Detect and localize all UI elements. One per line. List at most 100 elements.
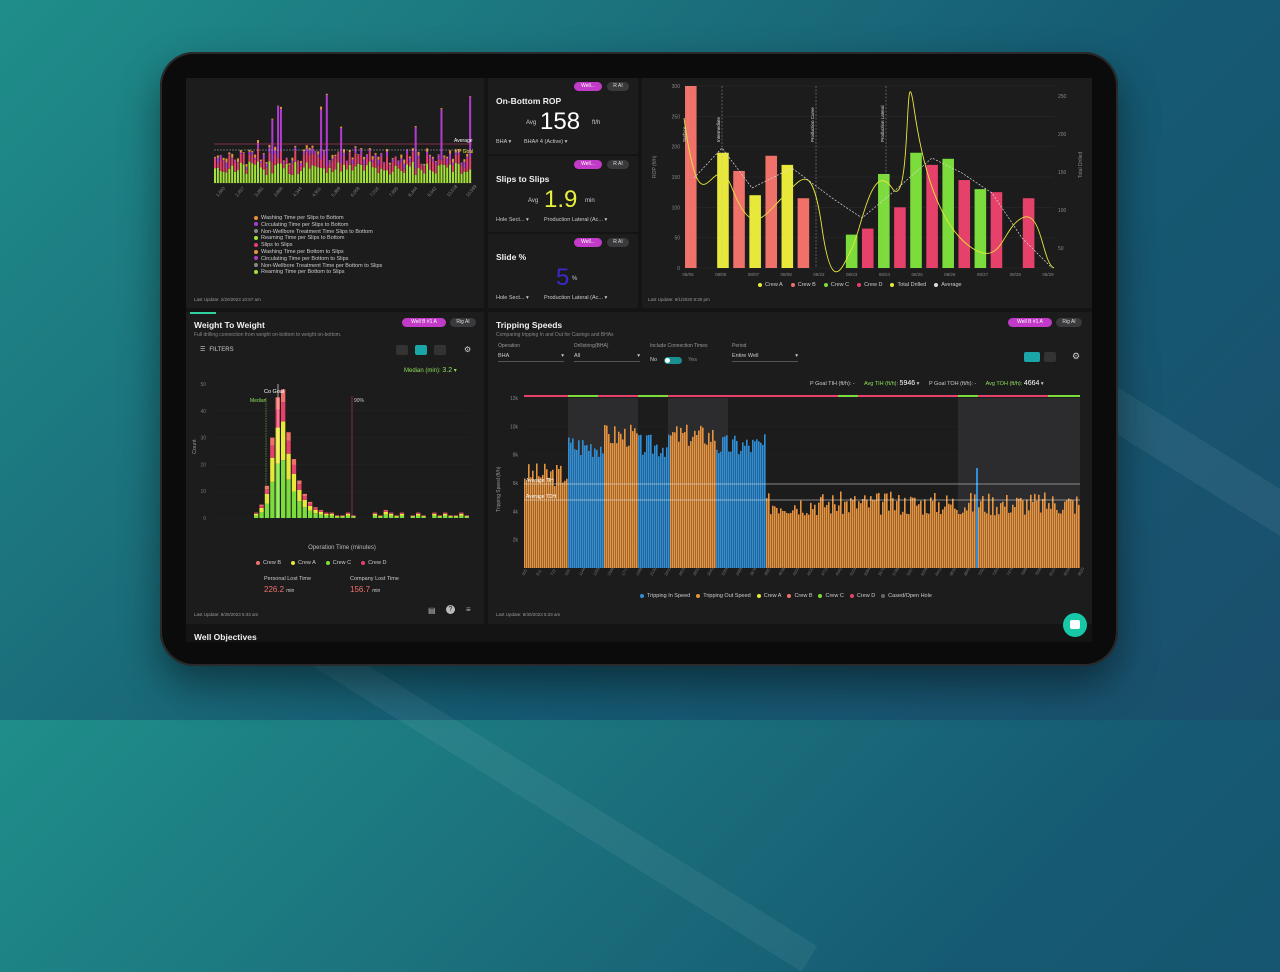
stacked-bar [271, 119, 273, 120]
hole-section-value-dropdown[interactable]: Production Lateral (Ac... ▾ [544, 217, 607, 223]
stacked-bar [234, 172, 236, 183]
comment-icon[interactable]: ▤ [428, 606, 436, 615]
stacked-bar [223, 160, 225, 161]
speed-bar [818, 503, 820, 568]
rig-pill[interactable]: Rig AI [1056, 318, 1082, 327]
stacked-bar [423, 164, 425, 166]
stacked-bar [418, 156, 420, 159]
stacked-bar [260, 160, 262, 161]
drillstring-select[interactable]: All▾ [574, 353, 640, 362]
well-pill[interactable]: Well... [574, 82, 602, 91]
stacked-bar [392, 172, 394, 183]
histogram-bar [259, 506, 263, 508]
settings-gear-icon[interactable]: ⚙ [464, 345, 471, 354]
speed-bar [824, 507, 826, 568]
stacked-bar [300, 163, 302, 167]
avg-tih-label: Average TIH [526, 478, 554, 484]
well-pill[interactable]: Well... [574, 238, 602, 247]
legend-label: Washing Time per Slips to Bottom [261, 215, 344, 221]
operation-value: BHA [498, 353, 509, 359]
filters-button[interactable]: ☰FILTERS [200, 346, 234, 353]
histogram-bar [313, 508, 317, 510]
rig-pill[interactable]: R AI [607, 160, 629, 169]
median-marker-label: Median [250, 398, 267, 404]
connection-times-toggle[interactable] [664, 357, 682, 364]
y-tick-label: 20 [200, 462, 206, 468]
rig-pill[interactable]: R AI [607, 82, 629, 91]
legend-item: Non-Wellbore Treatment Time Slips to Bot… [254, 229, 382, 236]
hole-section-value-dropdown[interactable]: Production Lateral (Ac... ▾ [544, 295, 607, 301]
bha-dropdown[interactable]: BHA ▾ [496, 139, 511, 145]
bg-stripe [293, 628, 818, 971]
stacked-bar [337, 152, 339, 153]
histogram-view-button[interactable] [415, 345, 427, 355]
stacked-bar [225, 173, 227, 183]
rig-pill[interactable]: Rig AI [450, 318, 476, 327]
histogram-bar [308, 502, 312, 504]
list-view-button[interactable] [1044, 352, 1056, 362]
histogram-bar [459, 513, 463, 514]
menu-icon[interactable]: ≡ [466, 605, 471, 614]
chart-view-button[interactable] [396, 345, 408, 355]
histogram-bar [270, 446, 274, 458]
stacked-bar [243, 153, 245, 154]
speed-bar [586, 445, 588, 568]
speed-bar [1040, 512, 1042, 568]
speed-bar [812, 509, 814, 568]
stacked-bar [274, 147, 276, 150]
avg-label: Avg [528, 198, 538, 204]
stacked-bar [389, 174, 391, 183]
speed-bar [990, 515, 992, 568]
legend-label: Non-Wellbore Treatment Time Slips to Bot… [261, 229, 373, 235]
median-selector[interactable]: Median (min): 3.2 ▾ [404, 367, 457, 374]
stacked-bar [463, 159, 465, 161]
stacked-bar [412, 152, 414, 162]
speed-bar [626, 447, 628, 568]
settings-gear-icon[interactable]: ⚙ [1072, 351, 1080, 362]
stacked-bar [243, 154, 245, 165]
hole-section-dropdown[interactable]: Hole Sect... ▾ [496, 217, 529, 223]
speed-bar [1042, 499, 1044, 568]
speed-bar [786, 513, 788, 568]
well-pill[interactable]: Well... [574, 160, 602, 169]
speed-bar [834, 504, 836, 568]
well-pill[interactable]: Well B #1 A [1008, 318, 1052, 327]
y2-tick-label: 250 [1058, 94, 1067, 100]
legend-label: Crew D [857, 593, 875, 599]
chart-view-button[interactable] [1024, 352, 1040, 362]
speed-bar [776, 508, 778, 568]
stacked-bar [246, 167, 248, 169]
chat-button[interactable] [1063, 613, 1087, 637]
bha-value-dropdown[interactable]: BHA# 4 (Active) ▾ [524, 139, 567, 145]
stacked-bar [415, 127, 417, 168]
speed-bar [648, 435, 650, 568]
list-view-button[interactable] [434, 345, 446, 355]
stacked-bar [403, 160, 405, 164]
stacked-bar [395, 156, 397, 157]
well-pill[interactable]: Well B #1 A [402, 318, 446, 327]
speed-bar [726, 435, 728, 568]
histogram-bar [319, 510, 323, 511]
y-tick-label: 0 [677, 266, 680, 272]
legend-dot [361, 561, 365, 565]
speed-bar [680, 428, 682, 568]
stacked-bar [260, 167, 262, 183]
speed-bar [556, 465, 558, 568]
rop-bar [975, 189, 987, 268]
stacked-bar [432, 159, 434, 162]
speed-bar [1024, 515, 1026, 568]
speed-bar [1072, 500, 1074, 568]
x-tick-label: 08/23 [846, 272, 858, 277]
speed-bar [676, 426, 678, 568]
speed-bar [708, 433, 710, 568]
rig-pill[interactable]: R AI [607, 238, 629, 247]
dropdown-value: Production Lateral (Ac... [544, 295, 603, 301]
period-select[interactable]: Entire Well▾ [732, 353, 798, 362]
hole-section-dropdown[interactable]: Hole Sect... ▾ [496, 295, 529, 301]
well-objectives-title: Well Objectives [194, 632, 257, 642]
help-icon[interactable]: ? [446, 605, 455, 614]
histogram-bar [297, 480, 301, 484]
operation-select[interactable]: BHA▾ [498, 353, 564, 362]
stacked-bar [435, 161, 437, 162]
